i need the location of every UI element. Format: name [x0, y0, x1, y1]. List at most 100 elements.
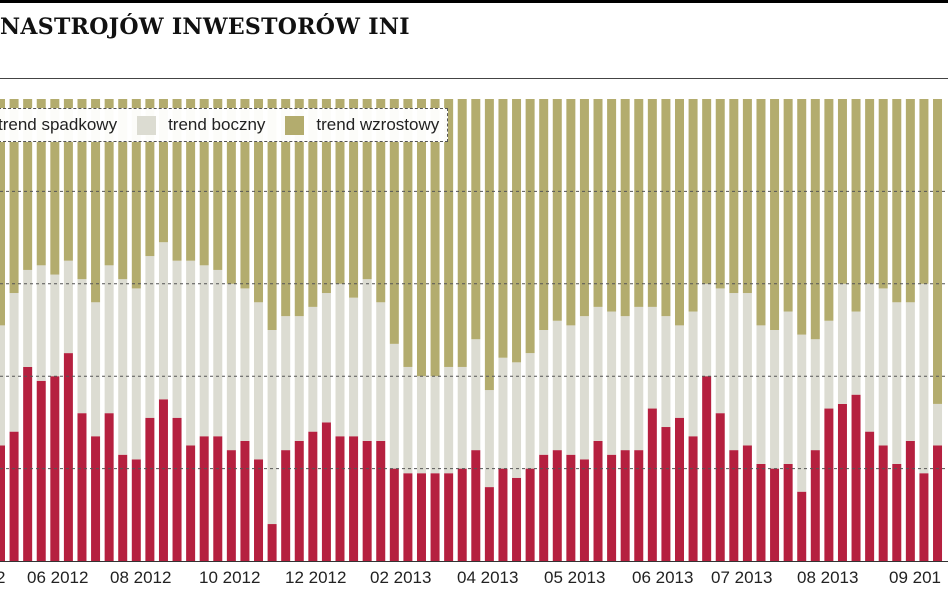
bar-trend-wzrostowy	[688, 99, 698, 312]
bar-trend-wzrostowy	[783, 99, 793, 312]
bar-trend-spadkowy	[0, 445, 5, 561]
bar-trend-wzrostowy	[294, 99, 304, 317]
bar-trend-spadkowy	[797, 491, 807, 561]
bar-trend-wzrostowy	[892, 99, 902, 303]
bar-trend-wzrostowy	[226, 99, 236, 284]
bar-trend-spadkowy	[661, 427, 671, 561]
bar-trend-spadkowy	[512, 477, 522, 561]
bar-trend-boczny	[416, 376, 426, 474]
bar-trend-boczny	[498, 357, 508, 469]
bar-trend-boczny	[389, 343, 399, 469]
bar-trend-spadkowy	[702, 376, 712, 561]
bar-trend-wzrostowy	[172, 99, 182, 261]
bar-trend-boczny	[919, 283, 929, 474]
bar-trend-boczny	[321, 293, 331, 423]
bar-trend-wzrostowy	[579, 99, 589, 317]
bar-trend-spadkowy	[552, 450, 562, 561]
bar-trend-spadkowy	[566, 454, 576, 561]
bar-trend-boczny	[688, 311, 698, 437]
bar-trend-wzrostowy	[647, 99, 657, 307]
bar-trend-wzrostowy	[213, 99, 223, 270]
bar-trend-wzrostowy	[91, 99, 101, 303]
bar-trend-wzrostowy	[50, 99, 60, 275]
bar-trend-wzrostowy	[878, 99, 888, 289]
x-tick-label: 10 2012	[199, 568, 261, 587]
bar-trend-boczny	[23, 269, 33, 367]
bar-trend-boczny	[349, 297, 359, 437]
bar-trend-spadkowy	[199, 436, 209, 561]
bar-trend-spadkowy	[688, 436, 698, 561]
bar-trend-boczny	[335, 283, 345, 437]
bar-trend-spadkowy	[77, 413, 87, 561]
bar-trend-boczny	[905, 302, 915, 441]
bar-trend-wzrostowy	[77, 99, 87, 280]
bar-trend-boczny	[702, 283, 712, 377]
bar-trend-spadkowy	[919, 473, 929, 561]
bar-trend-spadkowy	[349, 436, 359, 561]
chart-title: NASTROJÓW INWESTORÓW INI	[0, 14, 410, 40]
bar-trend-spadkowy	[36, 380, 46, 561]
bar-trend-wzrostowy	[349, 99, 359, 298]
bar-trend-boczny	[675, 325, 684, 418]
bar-trend-spadkowy	[878, 445, 888, 561]
bar-trend-wzrostowy	[756, 99, 766, 326]
bar-trend-boczny	[620, 316, 630, 451]
bar-trend-spadkowy	[335, 436, 345, 561]
bar-trend-spadkowy	[865, 431, 875, 561]
bar-trend-spadkowy	[376, 440, 386, 561]
bar-trend-wzrostowy	[430, 99, 440, 377]
x-axis-labels: 2 06 2012 08 2012 10 2012 12 2012 02 201…	[0, 564, 948, 590]
x-tick-label: 06 2013	[632, 568, 694, 587]
bar-trend-spadkowy	[186, 445, 196, 561]
bar-trend-spadkowy	[647, 408, 657, 561]
bar-trend-wzrostowy	[471, 99, 481, 340]
bar-trend-spadkowy	[145, 417, 155, 561]
bar-trend-wzrostowy	[444, 99, 454, 367]
x-tick-label: 08 2013	[797, 568, 859, 587]
bar-trend-wzrostowy	[498, 99, 508, 358]
bar-trend-wzrostowy	[308, 99, 318, 307]
bar-trend-boczny	[430, 376, 440, 474]
bar-trend-wzrostowy	[158, 99, 168, 243]
bar-trend-wzrostowy	[0, 99, 5, 326]
bar-trend-spadkowy	[158, 399, 168, 561]
bar-trend-spadkowy	[444, 473, 454, 561]
legend-label-spadkowy: trend spadkowy	[0, 115, 118, 134]
bar-trend-boczny	[539, 330, 549, 455]
bar-trend-spadkowy	[63, 353, 73, 561]
bar-trend-wzrostowy	[919, 99, 929, 284]
bar-trend-wzrostowy	[484, 99, 494, 391]
bar-trend-wzrostowy	[118, 99, 128, 280]
bar-trend-wzrostowy	[729, 99, 739, 294]
bar-trend-boczny	[512, 362, 522, 478]
bar-trend-boczny	[376, 302, 386, 441]
bar-trend-wzrostowy	[512, 99, 522, 363]
top-rule	[0, 0, 948, 3]
legend-item-spadkowy: trend spadkowy	[0, 115, 117, 135]
bar-trend-boczny	[444, 366, 454, 474]
bar-trend-boczny	[607, 311, 617, 455]
x-tick-label: 12 2012	[285, 568, 347, 587]
bar-trend-spadkowy	[104, 413, 114, 561]
bar-trend-wzrostowy	[702, 99, 712, 284]
bar-trend-boczny	[457, 366, 467, 469]
bar-trend-wzrostowy	[715, 99, 725, 289]
bar-trend-spadkowy	[484, 487, 494, 561]
bar-trend-wzrostowy	[36, 99, 46, 266]
x-tick-label: 02 2013	[370, 568, 432, 587]
bar-trend-wzrostowy	[865, 99, 875, 284]
bar-trend-boczny	[172, 260, 182, 418]
bar-trend-wzrostowy	[23, 99, 33, 270]
bar-trend-wzrostowy	[661, 99, 671, 317]
x-tick-label: 06 2012	[27, 568, 89, 587]
bar-trend-spadkowy	[403, 473, 413, 561]
bar-trend-spadkowy	[933, 445, 943, 561]
x-tick-label: 09 201	[889, 568, 941, 587]
bar-trend-boczny	[892, 302, 902, 464]
bar-trend-spadkowy	[172, 417, 182, 561]
bar-trend-wzrostowy	[362, 99, 372, 280]
bar-trend-spadkowy	[254, 459, 264, 561]
bar-trend-boczny	[77, 279, 87, 414]
bar-trend-boczny	[579, 316, 589, 460]
bar-trend-boczny	[199, 265, 209, 437]
